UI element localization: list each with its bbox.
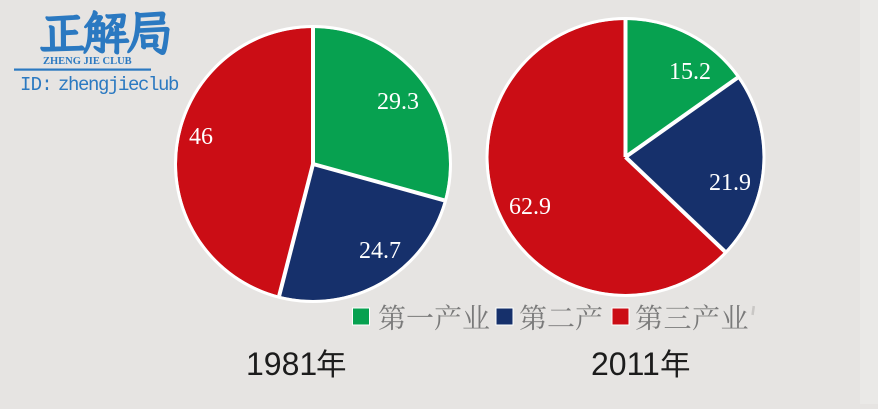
- svg-text:46: 46: [189, 124, 213, 150]
- svg-text:15.2: 15.2: [669, 59, 711, 85]
- svg-text:ZHENG JIE CLUB: ZHENG JIE CLUB: [43, 56, 132, 67]
- svg-text:1981: 1981: [246, 346, 317, 382]
- svg-text:62.9: 62.9: [509, 194, 551, 220]
- svg-text:21.9: 21.9: [709, 170, 751, 196]
- svg-text:2011: 2011: [591, 346, 660, 382]
- svg-text:ID:: ID:: [20, 74, 52, 96]
- svg-text:zhengjieclub: zhengjieclub: [58, 74, 179, 96]
- svg-text:29.3: 29.3: [377, 89, 419, 115]
- svg-text:24.7: 24.7: [359, 238, 401, 264]
